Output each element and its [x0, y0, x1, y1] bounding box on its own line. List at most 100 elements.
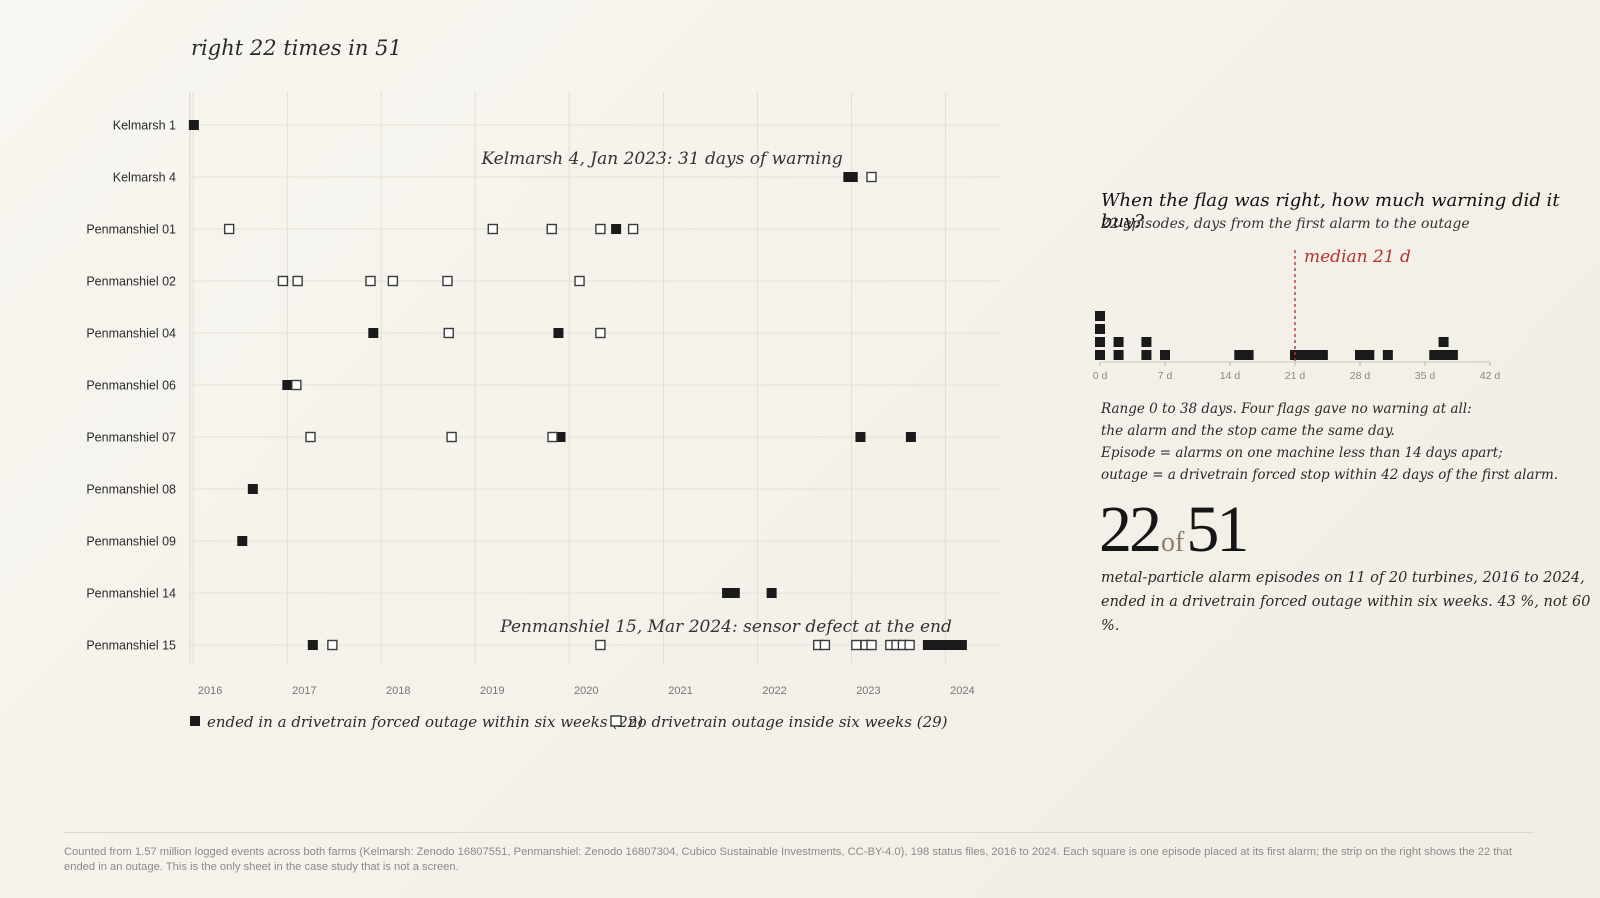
episode-outage-mark: [282, 380, 293, 390]
warning-panel-subtitle: 22 episodes, days from the first alarm t…: [1101, 216, 1470, 232]
episode-outage-mark: [942, 640, 953, 650]
warning-episode-dot: [1308, 350, 1319, 360]
warning-episode-dot: [1095, 350, 1105, 360]
episode-no-outage-mark: [819, 639, 831, 651]
strip-median: median 21 d: [1294, 247, 1411, 362]
episode-no-outage-mark: [291, 379, 302, 391]
episode-no-outage-mark: [443, 327, 454, 339]
warning-episode-dot: [1438, 350, 1449, 360]
year-tick-label: 2020: [574, 685, 598, 697]
turbine-label: Kelmarsh 4: [113, 171, 176, 185]
warning-notes: Range 0 to 38 days. Four flags gave no w…: [1101, 398, 1558, 486]
warning-episode-dot: [1299, 350, 1310, 360]
strip-axis: 0 d 7 d 14 d 21 d 28 d 35 d 42 d: [1093, 361, 1501, 382]
episode-outage-mark: [905, 432, 916, 442]
warning-episode-dot: [1447, 350, 1458, 360]
chart-annotation: Penmanshiel 15, Mar 2024: sensor defect …: [499, 617, 952, 637]
year-tick-label: 2022: [762, 685, 786, 697]
warning-episode-dot: [1095, 311, 1105, 321]
episode-outage-mark: [950, 640, 961, 650]
count-caption: metal-particle alarm episodes on 11 of 2…: [1101, 566, 1600, 638]
episode-no-outage-mark: [305, 431, 316, 443]
warning-episode-dot: [1382, 350, 1393, 360]
note-line: Episode = alarms on one machine less tha…: [1101, 445, 1503, 461]
turbine-labels: Kelmarsh 1 Kelmarsh 4 Penmanshiel 01 Penman…: [86, 119, 176, 653]
episode-outage-mark: [307, 640, 318, 650]
episode-marks: [188, 120, 967, 651]
turbine-label: Penmanshiel 14: [86, 587, 176, 601]
caption-line: ended in a drivetrain forced outage with…: [1101, 594, 1591, 634]
chart-legend: ended in a drivetrain forced outage with…: [190, 713, 948, 731]
episode-no-outage-mark: [851, 639, 862, 651]
year-tick-label: 2018: [386, 685, 410, 697]
warning-episode-dot: [1317, 350, 1328, 360]
count-value: 22: [1099, 493, 1162, 566]
episode-outage-mark: [237, 536, 248, 546]
year-tick-label: 2024: [950, 685, 974, 697]
median-label: median 21 d: [1304, 247, 1411, 267]
episode-no-outage-mark: [487, 223, 498, 235]
caption-line: metal-particle alarm episodes on 11 of 2…: [1101, 570, 1585, 586]
legend-outage-label: ended in a drivetrain forced outage with…: [207, 713, 643, 731]
episode-no-outage-mark: [546, 223, 557, 235]
chart-grid: [189, 92, 1000, 664]
episode-outage-mark: [930, 640, 941, 650]
turbine-label: Penmanshiel 04: [86, 327, 176, 341]
strip-tick-label: 0 d: [1093, 370, 1108, 382]
turbine-label: Penmanshiel 02: [86, 275, 176, 289]
chart-annotation: Kelmarsh 4, Jan 2023: 31 days of warning: [480, 149, 842, 169]
turbine-label: Penmanshiel 06: [86, 379, 176, 393]
warning-episode-dot: [1095, 324, 1105, 334]
footer-note: Counted from 1.57 million logged events …: [64, 846, 1512, 873]
episode-outage-mark: [555, 432, 566, 442]
episode-outage-mark: [847, 172, 858, 182]
episode-outage-mark: [855, 432, 866, 442]
warning-episode-dot: [1355, 350, 1365, 360]
episode-no-outage-mark: [442, 275, 453, 287]
warning-episode-dot: [1141, 337, 1152, 347]
count-total: 51: [1186, 493, 1249, 566]
warning-episode-dot: [1113, 350, 1124, 360]
episode-no-outage-mark: [223, 223, 235, 235]
episode-outage-mark: [922, 640, 933, 650]
strip-tick-label: 42 d: [1480, 370, 1501, 382]
episode-outage-mark: [553, 328, 564, 338]
episode-no-outage-mark: [595, 327, 606, 339]
year-tick-label: 2023: [856, 685, 880, 697]
episode-timeline-chart: Kelmarsh 1 Kelmarsh 4 Penmanshiel 01 Penman…: [86, 92, 1000, 731]
count-of: of: [1161, 527, 1185, 558]
page-title: right 22 times in 51: [191, 36, 402, 60]
episode-no-outage-mark: [365, 275, 376, 287]
episode-outage-mark: [956, 640, 967, 650]
year-ticks: 2016 2017 2018 2019 2020 2021 2022 2023 2024: [198, 685, 975, 697]
warning-episode-dot: [1234, 350, 1245, 360]
warning-panel-title: When the flag was right, how much warnin…: [1101, 190, 1560, 232]
strip-tick-label: 7 d: [1158, 370, 1173, 382]
turbine-label: Penmanshiel 01: [86, 223, 176, 237]
warning-episode-dot: [1429, 350, 1440, 360]
episode-outage-mark: [611, 224, 622, 234]
episode-no-outage-mark: [574, 275, 585, 287]
episode-no-outage-mark: [446, 431, 457, 443]
warning-episode-dot: [1113, 337, 1124, 347]
warning-episode-dot: [1438, 337, 1449, 347]
episode-no-outage-mark: [904, 639, 915, 651]
strip-dots: [1095, 311, 1458, 360]
note-line: Range 0 to 38 days. Four flags gave no w…: [1101, 401, 1472, 417]
episode-outage-mark: [368, 328, 379, 338]
episode-no-outage-mark: [387, 275, 399, 287]
chart-annotations: Kelmarsh 4, Jan 2023: 31 days of warning…: [480, 149, 952, 637]
warning-episode-dot: [1141, 350, 1152, 360]
strip-tick-label: 14 d: [1220, 370, 1241, 382]
year-tick-label: 2019: [480, 685, 504, 697]
episode-no-outage-mark: [547, 431, 558, 443]
turbine-label: Penmanshiel 08: [86, 483, 176, 497]
big-count: 22of51: [1099, 492, 1249, 568]
warning-episode-dot: [1243, 350, 1254, 360]
episode-outage-mark: [729, 588, 740, 598]
warning-episode-dot: [1364, 350, 1375, 360]
episode-outage-mark: [188, 120, 199, 130]
episode-no-outage-mark: [866, 639, 877, 651]
year-tick-label: 2016: [198, 685, 222, 697]
episode-no-outage-mark: [595, 639, 606, 651]
